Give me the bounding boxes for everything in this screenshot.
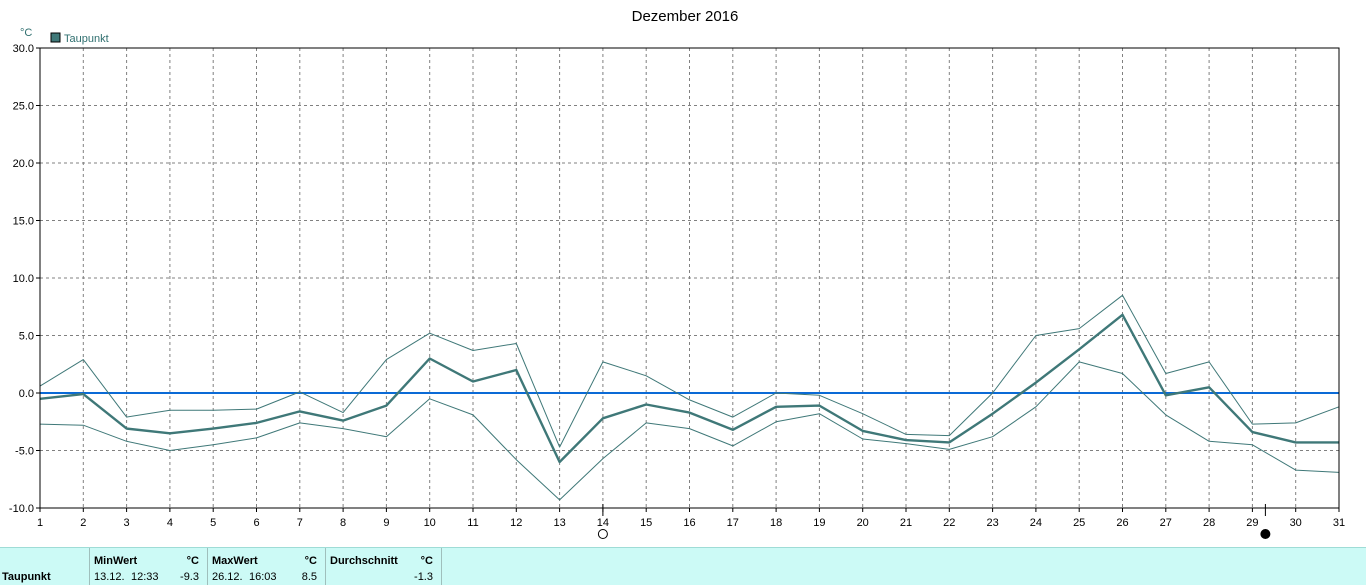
dewpoint-chart: Dezember 2016 °C Taupunkt 30.025.020.015… <box>9 8 1345 539</box>
x-tick-label: 14 <box>597 517 609 529</box>
avg-value: -1.3 <box>414 571 433 583</box>
series-line-mean <box>39 313 1339 464</box>
legend-label: Taupunkt <box>64 33 109 45</box>
max-unit: °C <box>304 555 317 567</box>
moon-phases <box>597 504 1271 539</box>
y-tick-label: 30.0 <box>13 43 34 55</box>
x-tick-label: 13 <box>553 517 565 529</box>
stats-bar: Taupunkt MinWert °C 13.12. 12:33 -9.3 Ma… <box>0 547 1366 585</box>
legend-swatch <box>50 32 61 43</box>
grid <box>40 48 1339 508</box>
max-date: 26.12. <box>212 571 243 583</box>
y-tick-label: 5.0 <box>19 331 34 343</box>
max-label: MaxWert <box>212 555 258 567</box>
x-tick-label: 11 <box>467 517 478 529</box>
x-tick-label: 3 <box>124 517 130 529</box>
y-tick-label: 25.0 <box>13 101 34 113</box>
series-line-min <box>39 361 1340 501</box>
series-line-max <box>39 294 1340 448</box>
full-moon-icon <box>597 529 608 539</box>
x-tick-label: 20 <box>857 517 869 529</box>
chart-title: Dezember 2016 <box>632 8 739 25</box>
x-tick-label: 21 <box>900 517 912 529</box>
min-time: 12:33 <box>131 571 159 583</box>
x-tick-label: 6 <box>253 517 259 529</box>
y-axis-ticks: 30.0 25.0 20.0 15.0 10.0 5.0 0.0 -5.0 -10.0 <box>9 43 40 515</box>
new-moon-icon <box>1260 529 1271 539</box>
y-tick-label: 20.0 <box>13 158 34 170</box>
avg-unit: °C <box>420 555 433 567</box>
x-tick-label: 4 <box>167 517 173 529</box>
x-tick-label: 5 <box>210 517 216 529</box>
y-tick-label: 10.0 <box>13 273 34 285</box>
x-axis-ticks: 1 2 3 4 5 6 7 8 9 10 11 12 13 14 15 16 17 18 19 20 21 22 23 24 2… <box>37 508 1345 529</box>
x-tick-label: 30 <box>1290 517 1302 529</box>
x-tick-label: 27 <box>1160 517 1172 529</box>
min-value: -9.3 <box>180 571 199 583</box>
x-tick-label: 9 <box>383 517 389 529</box>
x-tick-label: 7 <box>297 517 303 529</box>
stats-row-label: Taupunkt <box>2 571 51 583</box>
y-tick-label: 15.0 <box>13 216 34 228</box>
avg-label: Durchschnitt <box>330 555 398 567</box>
x-tick-label: 29 <box>1246 517 1258 529</box>
series-layer <box>39 294 1340 501</box>
min-unit: °C <box>186 555 199 567</box>
stats-row-label-cell: Taupunkt <box>0 548 90 585</box>
x-tick-label: 19 <box>813 517 825 529</box>
y-tick-label: 0.0 <box>19 388 34 400</box>
x-tick-label: 1 <box>37 517 43 529</box>
stats-min-cell: MinWert °C 13.12. 12:33 -9.3 <box>90 548 208 585</box>
x-tick-label: 26 <box>1116 517 1128 529</box>
x-tick-label: 8 <box>340 517 346 529</box>
x-tick-label: 22 <box>943 517 955 529</box>
x-tick-label: 28 <box>1203 517 1215 529</box>
y-tick-label: -5.0 <box>15 446 34 458</box>
y-axis-unit: °C <box>20 27 32 39</box>
stats-max-cell: MaxWert °C 26.12. 16:03 8.5 <box>208 548 326 585</box>
x-tick-label: 16 <box>683 517 695 529</box>
legend: Taupunkt <box>50 32 109 45</box>
x-tick-label: 18 <box>770 517 782 529</box>
x-tick-label: 17 <box>727 517 739 529</box>
x-tick-label: 23 <box>986 517 998 529</box>
x-tick-label: 2 <box>80 517 86 529</box>
x-tick-label: 10 <box>424 517 436 529</box>
min-label: MinWert <box>94 555 138 567</box>
max-time: 16:03 <box>249 571 277 583</box>
min-date: 13.12. <box>94 571 125 583</box>
stats-avg-cell: Durchschnitt °C -1.3 <box>326 548 442 585</box>
x-tick-label: 15 <box>640 517 652 529</box>
y-tick-label: -10.0 <box>9 503 34 515</box>
x-tick-label: 25 <box>1073 517 1085 529</box>
x-tick-label: 12 <box>510 517 522 529</box>
x-tick-label: 31 <box>1333 517 1345 529</box>
plot-frame <box>39 47 1340 509</box>
x-tick-label: 24 <box>1030 517 1042 529</box>
max-value: 8.5 <box>301 571 317 583</box>
